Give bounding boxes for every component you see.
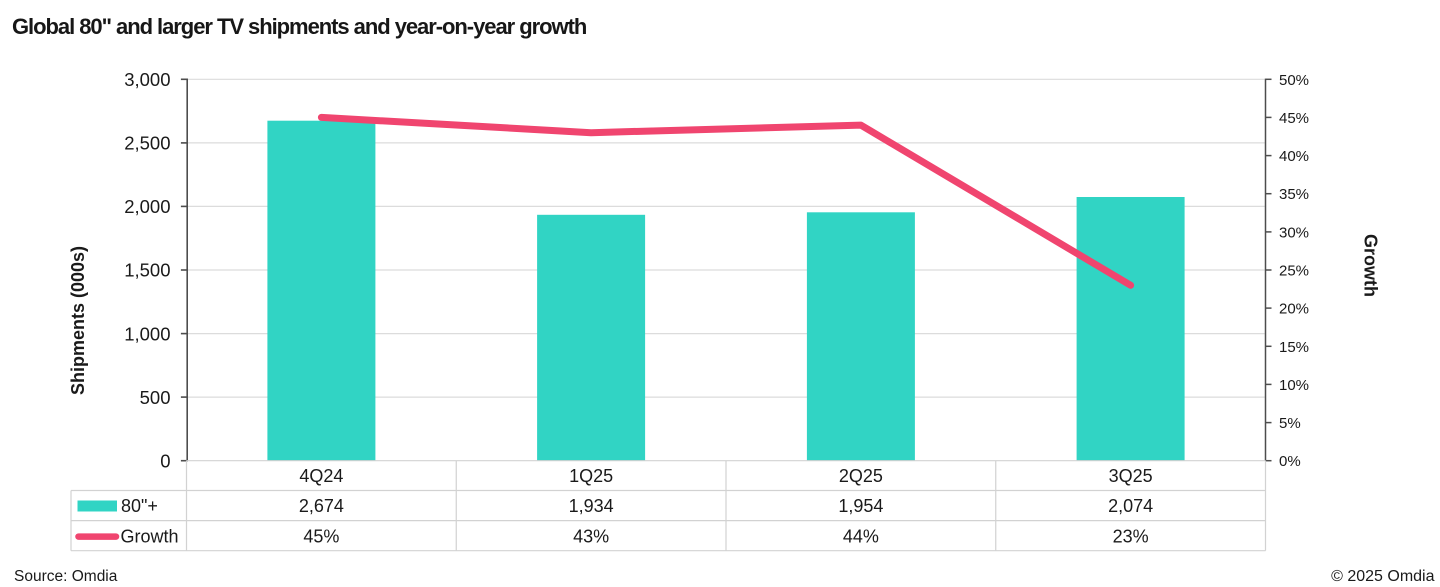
svg-text:15%: 15% xyxy=(1279,339,1309,356)
svg-text:20%: 20% xyxy=(1279,301,1309,318)
svg-text:80"+: 80"+ xyxy=(121,496,158,516)
svg-text:10%: 10% xyxy=(1279,377,1309,394)
svg-text:3Q25: 3Q25 xyxy=(1109,466,1153,486)
svg-text:5%: 5% xyxy=(1279,415,1301,432)
svg-text:45%: 45% xyxy=(303,526,339,546)
svg-text:Growth: Growth xyxy=(1361,234,1381,297)
svg-text:500: 500 xyxy=(140,387,171,408)
svg-text:1,500: 1,500 xyxy=(124,260,170,281)
svg-text:1Q25: 1Q25 xyxy=(569,466,613,486)
svg-text:1,000: 1,000 xyxy=(124,323,170,344)
svg-text:44%: 44% xyxy=(843,526,879,546)
svg-text:1,954: 1,954 xyxy=(838,496,883,516)
svg-text:4Q24: 4Q24 xyxy=(299,466,343,486)
svg-text:30%: 30% xyxy=(1279,224,1309,241)
svg-text:25%: 25% xyxy=(1279,263,1309,280)
svg-text:40%: 40% xyxy=(1279,148,1309,165)
svg-text:3,000: 3,000 xyxy=(124,69,170,90)
svg-text:2Q25: 2Q25 xyxy=(839,466,883,486)
svg-text:2,500: 2,500 xyxy=(124,133,170,154)
svg-text:0%: 0% xyxy=(1279,453,1301,470)
svg-text:2,674: 2,674 xyxy=(299,496,344,516)
svg-text:© 2025 Omdia: © 2025 Omdia xyxy=(1331,568,1435,585)
svg-text:50%: 50% xyxy=(1279,72,1309,89)
svg-text:2,000: 2,000 xyxy=(124,196,170,217)
svg-text:1,934: 1,934 xyxy=(569,496,614,516)
svg-text:23%: 23% xyxy=(1113,526,1149,546)
svg-text:Source: Omdia: Source: Omdia xyxy=(14,568,118,585)
svg-text:Growth: Growth xyxy=(121,526,179,546)
svg-text:45%: 45% xyxy=(1279,110,1309,127)
svg-text:35%: 35% xyxy=(1279,186,1309,203)
svg-text:2,074: 2,074 xyxy=(1108,496,1153,516)
svg-text:0: 0 xyxy=(160,450,170,471)
svg-text:Shipments (000s): Shipments (000s) xyxy=(68,246,88,395)
svg-text:Global 80" and larger TV shipm: Global 80" and larger TV shipments and y… xyxy=(12,14,587,39)
svg-text:43%: 43% xyxy=(573,526,609,546)
